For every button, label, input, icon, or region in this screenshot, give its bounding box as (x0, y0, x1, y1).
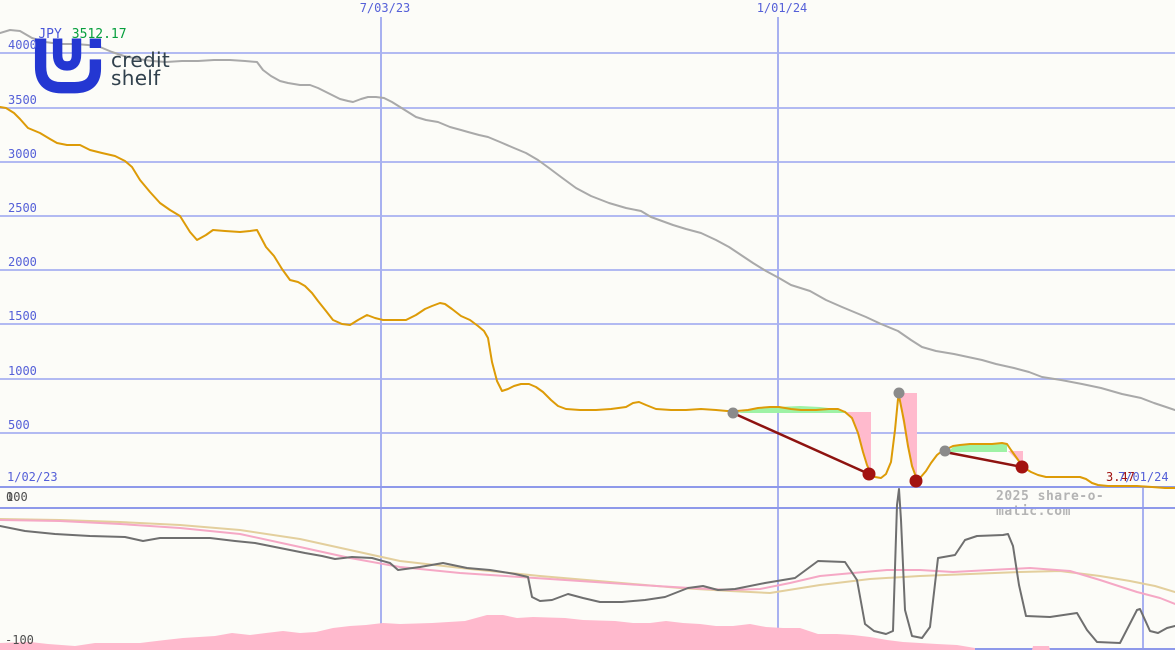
logo-word-credit: credit (111, 48, 170, 72)
quote-last-price: 3512.17 (71, 27, 127, 42)
quote-readout: JPY 3512.17 (7, 12, 127, 57)
logo-wordmark: credit shelf (111, 48, 170, 94)
logo-word-shelf: shelf (111, 66, 161, 90)
creditshelf-logo: credit shelf (34, 36, 170, 94)
creditshelf-logo-icon (34, 38, 102, 94)
quote-currency: JPY (38, 27, 62, 42)
